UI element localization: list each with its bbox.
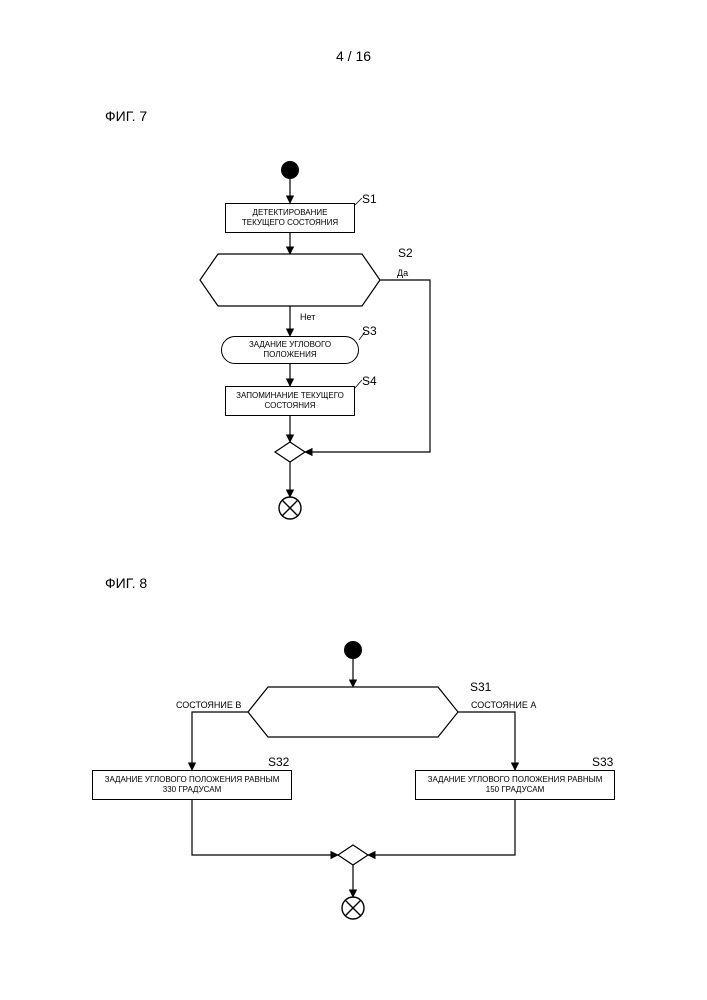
fig7-s2-yes: Да — [397, 268, 408, 278]
fig8-s32-box: ЗАДАНИЕ УГЛОВОГО ПОЛОЖЕНИЯ РАВНЫМ 330 ГР… — [92, 770, 292, 800]
fig7-s3-label: S3 — [362, 324, 377, 338]
fig8-s31-right: СОСТОЯНИЕ A — [471, 700, 536, 710]
fig7-s3-box: ЗАДАНИЕ УГЛОВОГО ПОЛОЖЕНИЯ — [221, 336, 359, 364]
fig7-s1-box: ДЕТЕКТИРОВАНИЕ ТЕКУЩЕГО СОСТОЯНИЯ — [225, 203, 355, 233]
fig7-s2-no: Нет — [300, 312, 315, 322]
fig7-s1-label: S1 — [362, 192, 377, 206]
fig7-label: ФИГ. 7 — [105, 108, 147, 124]
fig8-s33-box: ЗАДАНИЕ УГЛОВОГО ПОЛОЖЕНИЯ РАВНЫМ 150 ГР… — [415, 770, 615, 800]
fig8-label: ФИГ. 8 — [105, 575, 147, 591]
fig7-s4-box: ЗАПОМИНАНИЕ ТЕКУЩЕГО СОСТОЯНИЯ — [225, 386, 355, 416]
fig8-s31-label: S31 — [470, 680, 491, 694]
fig8-s33-label: S33 — [592, 755, 613, 769]
fig7-s4-label: S4 — [362, 374, 377, 388]
fig7-s2-text: СОВПАДАЕТ ЛИ ТЕКУЩЕЕ СОСТОЯНИЕ С СОСТОЯН… — [212, 258, 368, 302]
fig8-s31-text: КАКОЕ ИЗ СОСТОЯНИЙ A И B ЯВЛЯЕТСЯ ТЕКУЩИ… — [268, 692, 438, 732]
page-header: 4 / 16 — [0, 48, 707, 64]
flow-canvas — [0, 0, 707, 1000]
fig8-s32-label: S32 — [268, 755, 289, 769]
fig8-s31-left: СОСТОЯНИЕ B — [176, 700, 241, 710]
fig7-s2-label: S2 — [398, 246, 413, 260]
